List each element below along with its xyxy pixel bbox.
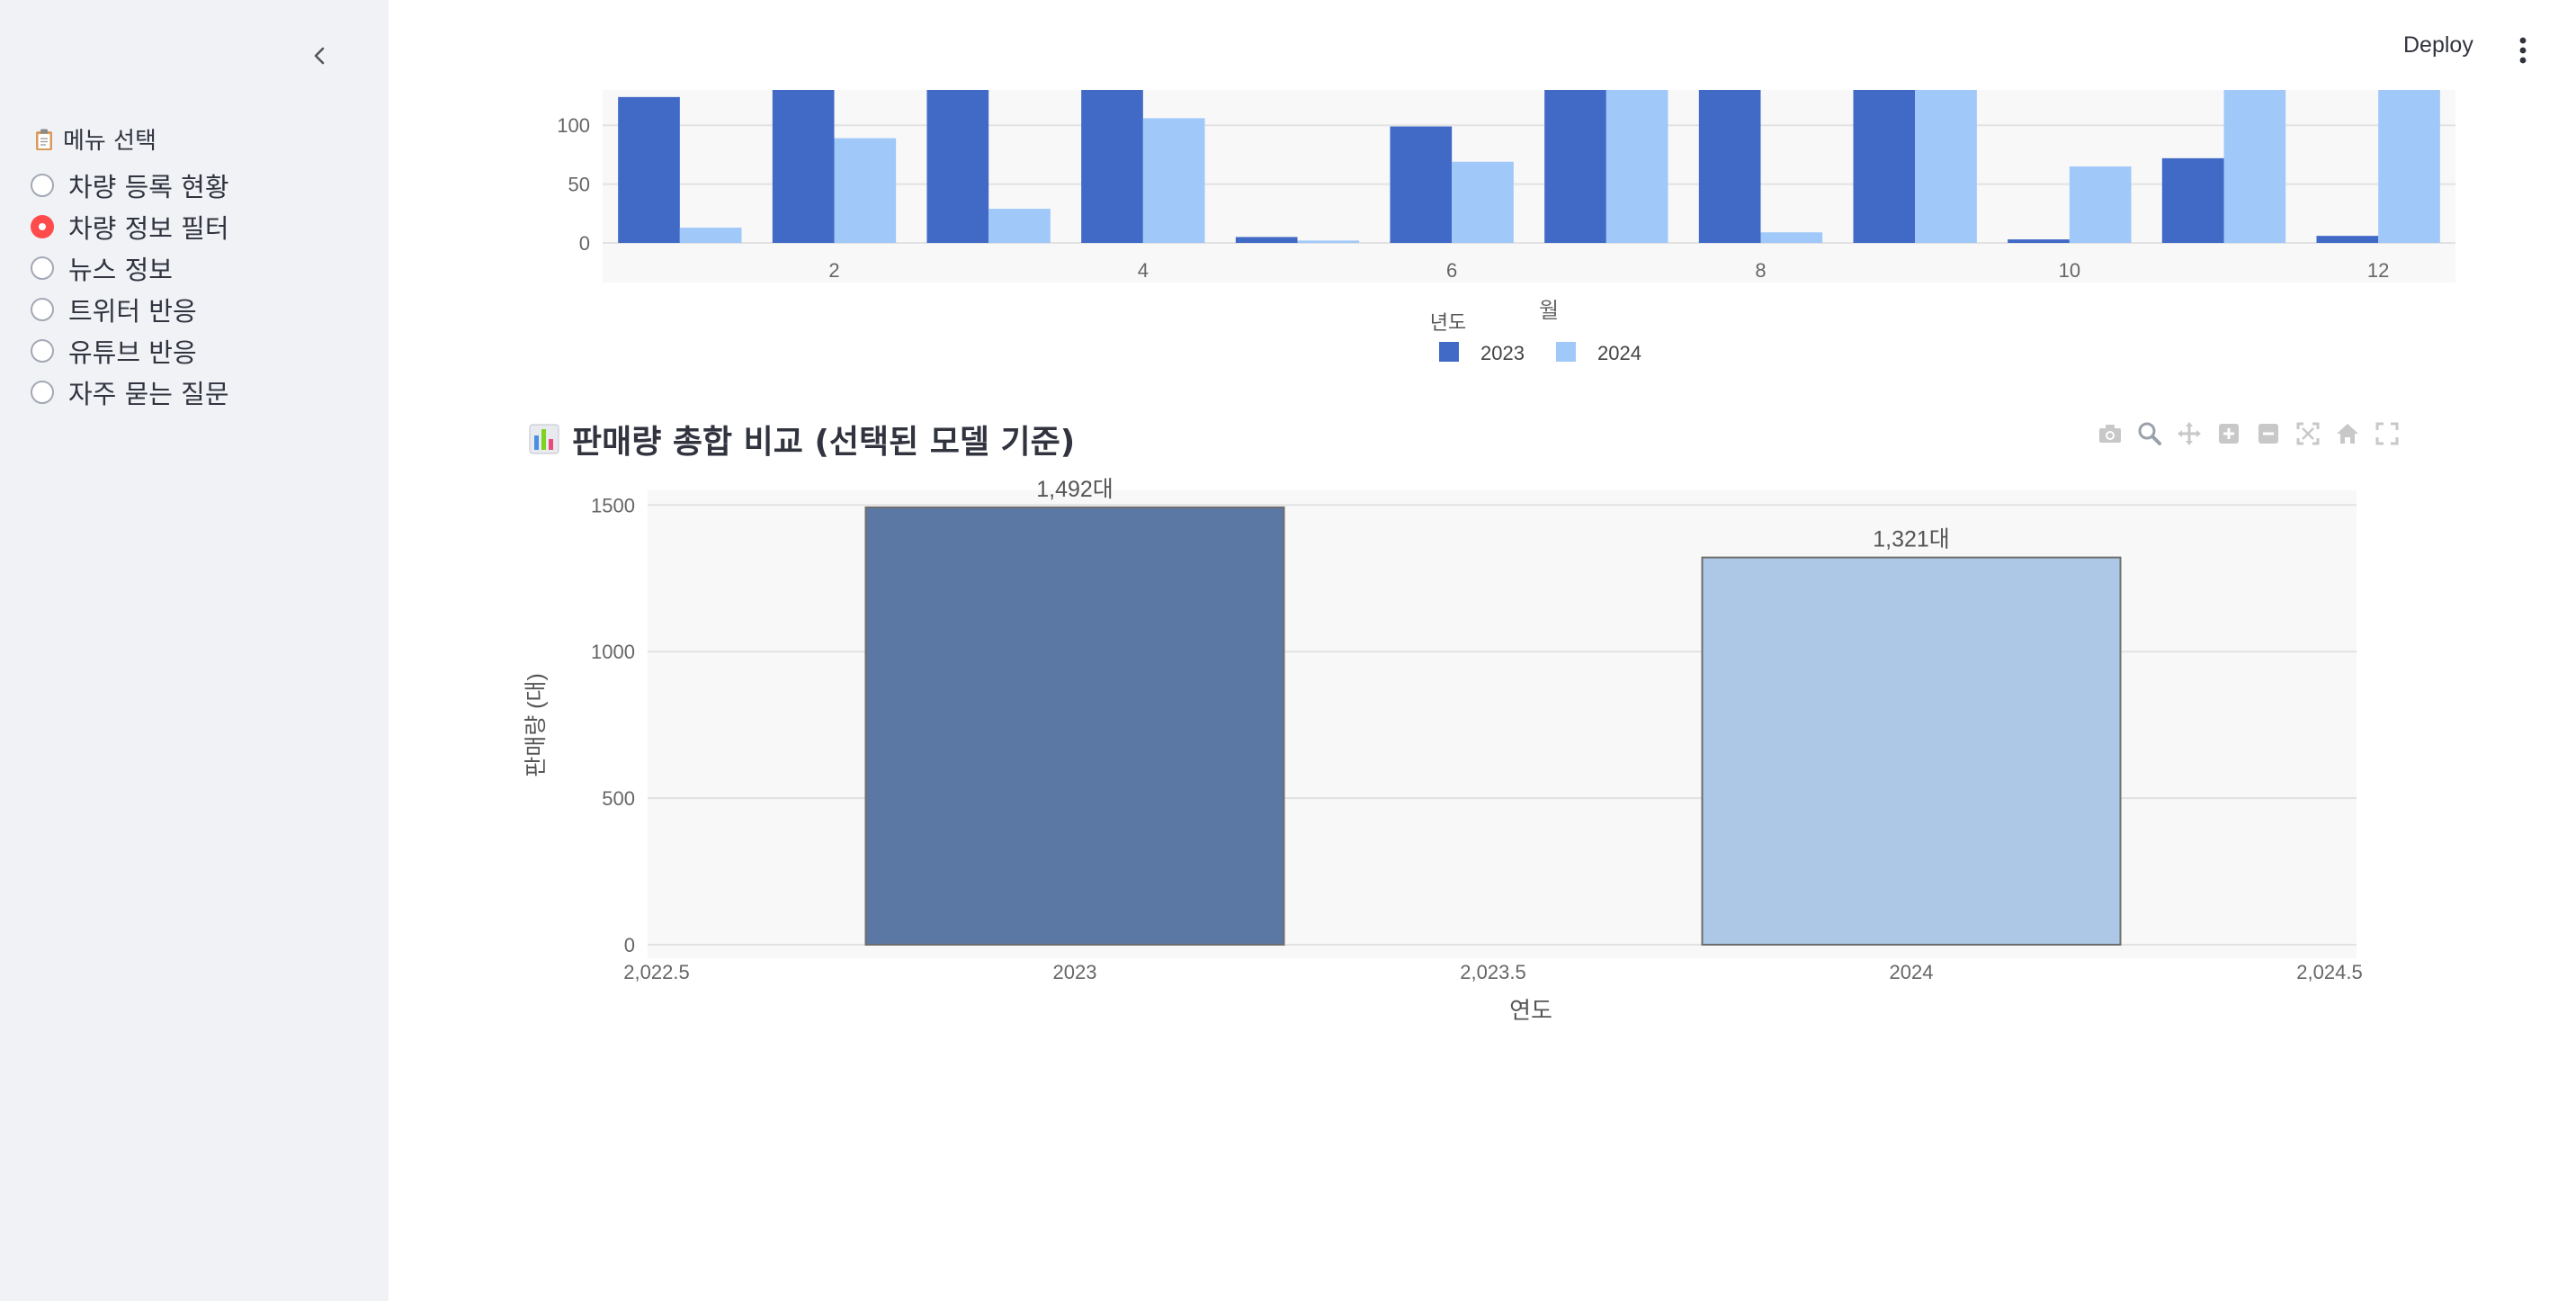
menu-radio-label: 자주 묻는 질문 (68, 379, 229, 409)
chart-modebar (2096, 416, 2402, 452)
bar-2023-month-12 (2316, 236, 2379, 243)
main-menu-button[interactable] (2509, 32, 2536, 68)
x-tick-label: 2023 (1053, 961, 1097, 983)
menu-radio-label: 트위터 반응 (68, 296, 197, 327)
zoom-icon[interactable] (2135, 419, 2164, 448)
bar-2023-month-5 (1235, 237, 1298, 243)
pan-icon[interactable] (2175, 419, 2204, 448)
bar-2024-month-7 (1606, 90, 1668, 243)
bar-2023-month-6 (1390, 126, 1453, 243)
bar-data-label: 1,492대 (1036, 477, 1114, 502)
menu-radio-label: 차량 정보 필터 (68, 213, 229, 244)
radio-selected-icon[interactable] (31, 215, 54, 238)
menu-radio-item[interactable]: 뉴스 정보 (31, 250, 173, 286)
menu-radio-item[interactable]: 차량 등록 현황 (31, 167, 229, 203)
legend-swatch-2024[interactable] (1556, 342, 1576, 362)
bar-2023-month-1 (618, 96, 680, 243)
y-tick-label: 0 (624, 934, 635, 956)
camera-icon[interactable] (2096, 419, 2124, 448)
bar-2024-month-12 (2378, 90, 2440, 243)
x-axis-label: 연도 (1509, 997, 1552, 1024)
legend-label[interactable]: 2024 (1597, 342, 1641, 364)
menu-radio-item[interactable]: 자주 묻는 질문 (31, 374, 229, 410)
bar-2024-month-4 (1142, 118, 1205, 243)
bar-2023-month-8 (1698, 90, 1761, 243)
bar-2024-month-6 (1452, 161, 1514, 243)
legend-label[interactable]: 2023 (1480, 342, 1525, 364)
menu-radio-item[interactable]: 차량 정보 필터 (31, 209, 229, 245)
bar-2024-month-8 (1760, 232, 1823, 243)
bar-2023-month-3 (926, 90, 989, 243)
bar-2023-month-9 (1853, 90, 1916, 243)
x-tick-label: 2,024.5 (2296, 961, 2362, 983)
collapse-sidebar-button[interactable] (302, 38, 338, 74)
bar-2024-month-2 (834, 138, 897, 243)
x-tick-label: 2024 (1890, 961, 1934, 983)
zoom-out-icon[interactable] (2254, 419, 2283, 448)
autoscale-icon[interactable] (2294, 419, 2322, 448)
bar-2024 (1701, 556, 2122, 946)
menu-title-label: 메뉴 선택 (63, 128, 157, 155)
bar-2023-month-7 (1544, 90, 1606, 243)
x-tick-label: 6 (1446, 259, 1457, 282)
fullscreen-icon[interactable] (2373, 419, 2402, 448)
bar-chart-icon (529, 424, 559, 454)
plot-background (603, 90, 2455, 283)
bar-2023-month-11 (2161, 157, 2224, 243)
menu-radio-label: 유튜브 반응 (68, 337, 197, 368)
menu-title: 메뉴 선택 (34, 122, 157, 156)
menu-radio-item[interactable]: 트위터 반응 (31, 292, 197, 327)
section-title-text: 판매량 총합 비교 (선택된 모델 기준) (572, 424, 1076, 461)
home-icon[interactable] (2333, 419, 2362, 448)
menu-radio-label: 차량 등록 현황 (68, 172, 229, 202)
monthly-sales-chart: 0 50 100 2 4 6 8 10 12 월 년도 2023 2024 (557, 90, 2455, 364)
menu-radio-label: 뉴스 정보 (68, 255, 173, 285)
radio-unselected-icon[interactable] (31, 381, 54, 404)
x-tick-label: 4 (1138, 259, 1149, 282)
x-tick-label: 2,023.5 (1460, 961, 1525, 983)
x-tick-label: 2 (828, 259, 839, 282)
x-tick-label: 8 (1755, 259, 1766, 282)
x-tick-label: 2,022.5 (623, 961, 689, 983)
radio-unselected-icon[interactable] (31, 174, 54, 197)
y-tick-label: 500 (602, 787, 635, 810)
menu-radio-item[interactable]: 유튜브 반응 (31, 333, 197, 369)
y-tick-label: 1500 (591, 494, 635, 516)
y-tick-label: 0 (579, 232, 590, 255)
bar-2023-month-10 (2008, 239, 2070, 243)
x-tick-label: 12 (2367, 259, 2389, 282)
x-tick-label: 10 (2059, 259, 2080, 282)
x-axis-label: 월 (1539, 299, 1559, 323)
radio-unselected-icon[interactable] (31, 339, 54, 363)
yearly-total-chart: 1,492대 1,321대 0 500 1000 1500 2,022.5 2023 2,0… (523, 477, 2363, 1024)
legend-swatch-2023[interactable] (1439, 342, 1459, 362)
bar-2024-month-3 (988, 209, 1051, 243)
legend-title: 년도 (1430, 311, 1466, 334)
zoom-in-icon[interactable] (2214, 419, 2243, 448)
bar-2024-month-10 (2069, 166, 2132, 243)
more-vertical-icon (2519, 37, 2527, 64)
bar-2023 (864, 506, 1285, 947)
y-tick-label: 1000 (591, 641, 635, 663)
bar-2023-month-4 (1081, 90, 1143, 243)
radio-unselected-icon[interactable] (31, 298, 54, 321)
bar-data-label: 1,321대 (1873, 527, 1950, 552)
deploy-button[interactable]: Deploy (2403, 32, 2473, 58)
y-axis-label: 판매량 (대) (523, 673, 549, 777)
y-tick-label: 100 (557, 114, 590, 137)
section-title: 판매량 총합 비교 (선택된 모델 기준) (529, 416, 1075, 462)
bar-2024-month-1 (679, 228, 742, 243)
radio-unselected-icon[interactable] (31, 256, 54, 280)
bar-2024-month-5 (1297, 240, 1360, 243)
y-tick-label: 50 (568, 174, 590, 196)
chevron-left-icon (314, 47, 325, 65)
clipboard-icon (36, 129, 52, 150)
bar-2024-month-9 (1915, 90, 1977, 243)
bar-2023-month-2 (772, 90, 835, 243)
bar-2024-month-11 (2223, 90, 2286, 243)
